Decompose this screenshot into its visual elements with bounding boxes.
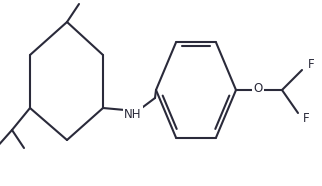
Text: NH: NH <box>124 108 142 121</box>
Text: F: F <box>308 59 315 71</box>
Text: F: F <box>303 111 310 124</box>
Text: O: O <box>253 83 263 95</box>
